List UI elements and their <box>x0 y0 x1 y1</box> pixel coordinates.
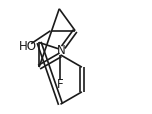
Text: HO: HO <box>19 40 37 53</box>
Text: N: N <box>57 44 66 57</box>
Text: F: F <box>57 77 64 90</box>
